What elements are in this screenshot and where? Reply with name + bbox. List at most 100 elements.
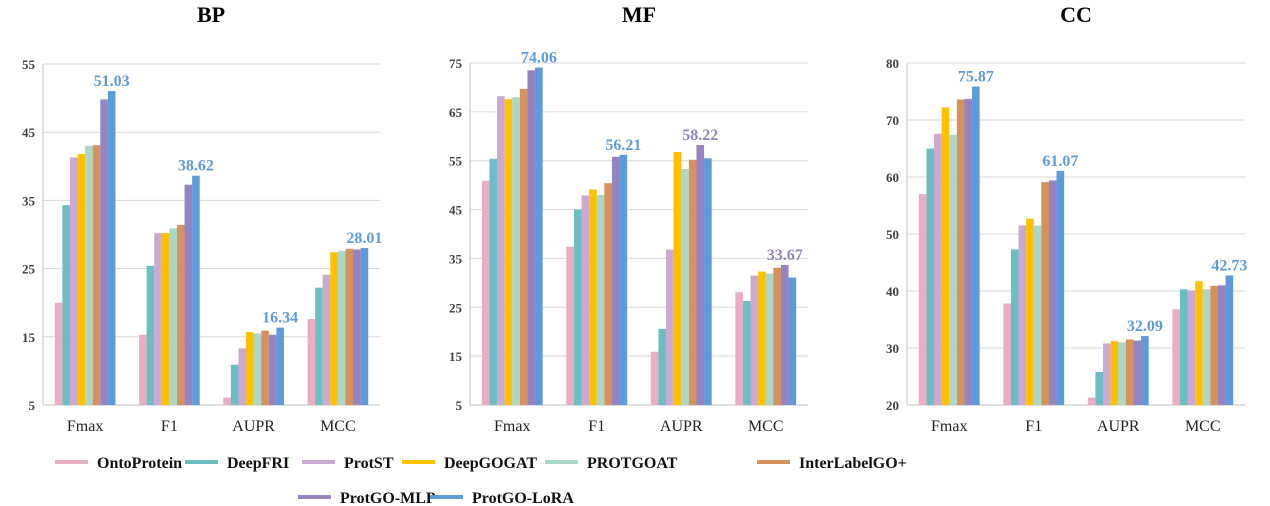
legend-item: DeepFRI bbox=[185, 455, 289, 472]
bar-deepfri bbox=[315, 287, 323, 405]
legend-label: DeepFRI bbox=[227, 455, 289, 472]
y-tick-label: 25 bbox=[22, 262, 36, 277]
legend-label: OntoProtein bbox=[97, 455, 182, 472]
data-label: 56.21 bbox=[605, 137, 641, 154]
y-tick-label: 5 bbox=[456, 398, 463, 413]
bar-protgo-mlp bbox=[353, 249, 361, 405]
bar-deepfri bbox=[146, 265, 155, 405]
bar-ontoprotein bbox=[918, 194, 927, 405]
bar-protst bbox=[154, 233, 162, 405]
x-tick-label: F1 bbox=[161, 418, 178, 435]
y-tick-label: 35 bbox=[449, 251, 463, 266]
bar-protst bbox=[750, 275, 759, 405]
bar-protgo-lora bbox=[1056, 170, 1065, 405]
bar-ontoprotein bbox=[54, 302, 63, 405]
bar-ontoprotein bbox=[139, 334, 147, 405]
bar-deepgogat bbox=[1026, 218, 1034, 405]
bar-protgo-lora bbox=[619, 154, 628, 405]
bar-protgo-mlp bbox=[696, 144, 705, 405]
bar-protgoat bbox=[1033, 225, 1042, 405]
legend: OntoProtein DeepFRI ProtST DeepGOGAT PROTGOA… bbox=[55, 455, 907, 506]
bar-ontoprotein bbox=[650, 351, 659, 405]
legend-label: ProtST bbox=[344, 455, 394, 472]
x-tick-label: AUPR bbox=[1097, 418, 1140, 435]
bar-protst bbox=[666, 249, 674, 405]
bar-protgoat bbox=[1202, 289, 1211, 405]
bar-interlabelgo- bbox=[956, 99, 965, 405]
bar-protgo-mlp bbox=[964, 98, 973, 405]
y-tick-label: 20 bbox=[886, 398, 899, 413]
y-tick-label: 70 bbox=[886, 113, 899, 128]
bar-protgo-lora bbox=[192, 175, 200, 405]
legend-item: OntoProtein bbox=[55, 455, 182, 472]
bar-deepgogat bbox=[1110, 341, 1119, 405]
bar-protgo-lora bbox=[704, 158, 712, 405]
bar-protgo-mlp bbox=[268, 334, 277, 405]
bar-deepgogat bbox=[504, 99, 513, 405]
bar-interlabelgo- bbox=[604, 183, 612, 405]
x-tick-label: F1 bbox=[1025, 418, 1042, 435]
y-tick-label: 80 bbox=[886, 56, 899, 71]
legend-item: DeepGOGAT bbox=[402, 455, 537, 472]
bar-deepfri bbox=[742, 300, 751, 405]
bar-deepgogat bbox=[161, 233, 170, 405]
bar-ontoprotein bbox=[1087, 397, 1096, 405]
bar-interlabelgo- bbox=[519, 88, 528, 405]
bar-deepfri bbox=[62, 205, 70, 405]
bar-protgoat bbox=[1118, 342, 1126, 405]
y-tick-label: 35 bbox=[22, 193, 36, 208]
data-label: 61.07 bbox=[1042, 153, 1078, 170]
y-tick-label: 50 bbox=[886, 227, 899, 242]
bar-protgo-mlp bbox=[780, 264, 789, 405]
legend-label: ProtGO-LoRA bbox=[472, 490, 574, 506]
y-tick-label: 60 bbox=[886, 170, 899, 185]
bar-interlabelgo- bbox=[1210, 285, 1218, 405]
y-tick-label: 5 bbox=[29, 398, 36, 413]
y-tick-label: 75 bbox=[449, 56, 463, 71]
bar-protst bbox=[238, 348, 247, 405]
data-label: 51.03 bbox=[94, 73, 130, 90]
x-tick-label: Fmax bbox=[67, 418, 103, 435]
bar-protst bbox=[1187, 290, 1196, 405]
bar-protgoat bbox=[253, 333, 262, 405]
legend-item: ProtGO-LoRA bbox=[430, 490, 574, 506]
legend-item: PROTGOAT bbox=[545, 455, 678, 472]
bar-ontoprotein bbox=[566, 246, 574, 405]
chart-panel-bp: BP 5 15 25 35 45 55 Fmax F1 AUPR MCC 51.03 38.62 16.3… bbox=[22, 2, 382, 435]
legend-label: DeepGOGAT bbox=[444, 455, 537, 472]
bar-ontoprotein bbox=[481, 180, 490, 405]
x-tick-label: AUPR bbox=[232, 418, 275, 435]
legend-item: ProtGO-MLP bbox=[298, 490, 436, 506]
bar-protgo-mlp bbox=[184, 184, 193, 405]
bar-protst bbox=[581, 195, 590, 405]
y-tick-label: 25 bbox=[449, 300, 463, 315]
data-label: 33.67 bbox=[767, 247, 803, 264]
chart-title: CC bbox=[1060, 2, 1092, 27]
bar-interlabelgo- bbox=[688, 159, 697, 405]
data-label: 42.73 bbox=[1211, 257, 1247, 274]
bar-protgo-lora bbox=[107, 91, 116, 405]
bar-deepgogat bbox=[330, 252, 338, 405]
bar-protst bbox=[69, 157, 78, 405]
bar-protgo-lora bbox=[535, 67, 543, 405]
bar-protgo-mlp bbox=[527, 70, 536, 405]
y-tick-label: 30 bbox=[886, 341, 899, 356]
bar-protgo-lora bbox=[972, 86, 980, 405]
y-tick-label: 45 bbox=[22, 125, 36, 140]
x-tick-label: Fmax bbox=[931, 418, 967, 435]
bar-interlabelgo- bbox=[261, 330, 269, 405]
x-tick-label: Fmax bbox=[494, 418, 530, 435]
chart-title: BP bbox=[197, 2, 225, 27]
bar-interlabelgo- bbox=[92, 145, 101, 405]
bar-protgoat bbox=[85, 145, 93, 405]
legend-item: ProtST bbox=[302, 455, 394, 472]
data-label: 16.34 bbox=[262, 310, 298, 327]
legend-label: ProtGO-MLP bbox=[340, 490, 436, 506]
bar-deepgogat bbox=[758, 271, 766, 405]
legend-item: InterLabelGO+ bbox=[757, 455, 907, 472]
bar-protst bbox=[1018, 225, 1027, 405]
x-tick-label: MCC bbox=[1185, 418, 1221, 435]
bar-protst bbox=[1103, 343, 1111, 405]
bar-deepfri bbox=[1010, 249, 1019, 405]
